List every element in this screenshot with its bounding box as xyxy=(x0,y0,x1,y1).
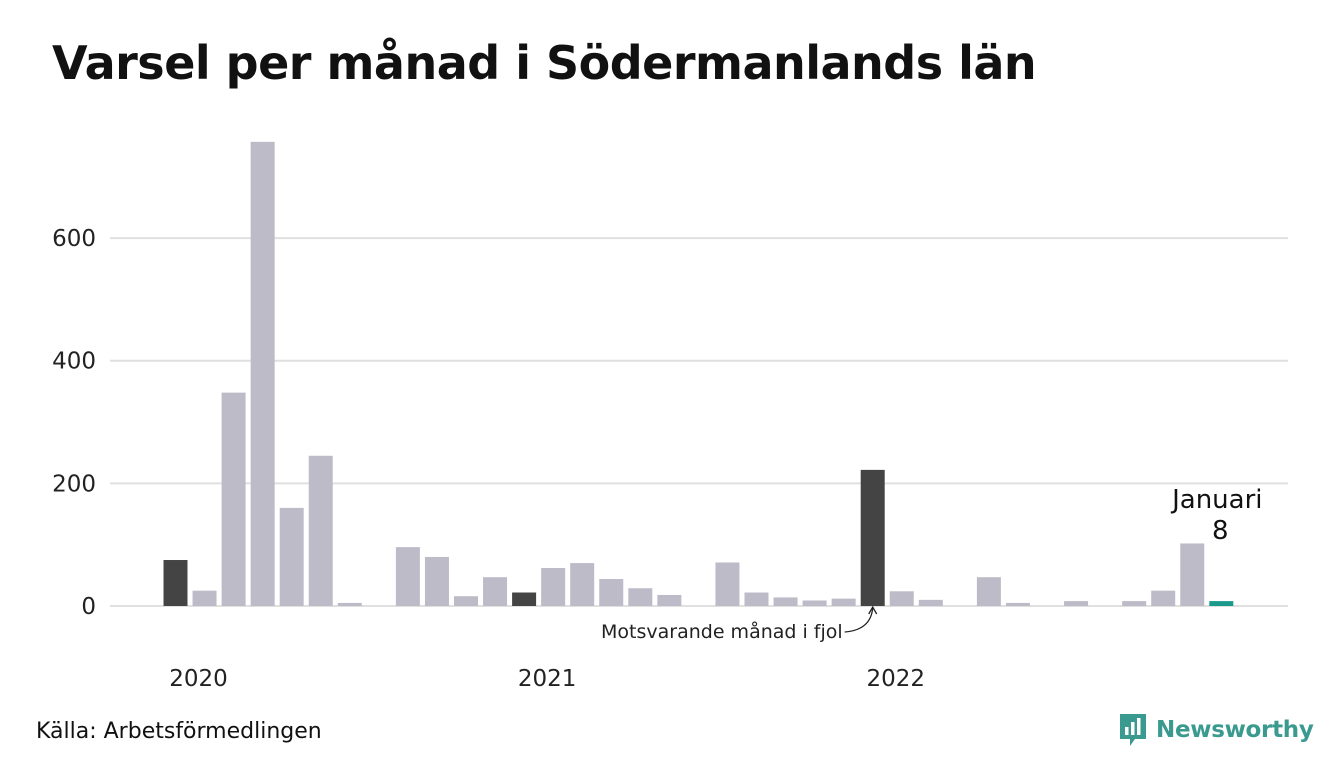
bar xyxy=(977,577,1001,606)
bars xyxy=(164,142,1234,606)
bar xyxy=(309,456,333,606)
bar xyxy=(1180,543,1204,606)
bar xyxy=(1064,601,1088,606)
bar xyxy=(1209,601,1233,606)
x-tick-label: 2020 xyxy=(169,666,228,692)
bar xyxy=(919,600,943,606)
bar xyxy=(512,593,536,606)
bar xyxy=(1122,601,1146,606)
y-tick-label: 200 xyxy=(52,471,96,497)
bar xyxy=(599,579,623,606)
annotation-previous-year: Motsvarande månad i fjol xyxy=(601,620,843,643)
bar xyxy=(861,470,885,606)
bar xyxy=(280,508,304,606)
bar xyxy=(774,597,798,606)
current-month-label: Januari xyxy=(1170,485,1262,515)
bar xyxy=(890,591,914,606)
bar xyxy=(1151,591,1175,606)
bar xyxy=(483,577,507,606)
bar xyxy=(193,591,217,606)
bar xyxy=(425,557,449,606)
bar xyxy=(338,603,362,606)
y-tick-label: 0 xyxy=(81,594,96,620)
bar xyxy=(832,599,856,606)
bar xyxy=(164,560,188,606)
bar xyxy=(396,547,420,606)
current-month-value: 8 xyxy=(1212,516,1229,546)
bar xyxy=(454,596,478,606)
bar xyxy=(1006,603,1030,606)
bar xyxy=(657,595,681,606)
bar xyxy=(803,600,827,606)
y-tick-label: 600 xyxy=(52,226,96,252)
x-tick-label: 2021 xyxy=(518,666,577,692)
annotation-arrow xyxy=(845,608,873,632)
bar xyxy=(628,588,652,606)
bar xyxy=(745,593,769,606)
x-axis-labels: 2020 2021 2022 xyxy=(169,666,925,692)
x-tick-label: 2022 xyxy=(866,666,925,692)
bar xyxy=(570,563,594,606)
bar-chart: 0 200 400 600 2020 2021 2022 Motsvarande måna… xyxy=(0,0,1340,780)
source-note: Källa: Arbetsförmedlingen xyxy=(36,719,322,744)
brand-name: Newsworthy xyxy=(1156,717,1314,743)
bar xyxy=(222,393,246,606)
bar xyxy=(251,142,275,606)
bar xyxy=(541,568,565,606)
newsworthy-brand[interactable]: Newsworthy xyxy=(1118,712,1314,748)
bar xyxy=(715,562,739,606)
y-axis-labels: 0 200 400 600 xyxy=(52,226,96,620)
newsworthy-logo-icon xyxy=(1118,712,1148,748)
y-tick-label: 400 xyxy=(52,349,96,375)
